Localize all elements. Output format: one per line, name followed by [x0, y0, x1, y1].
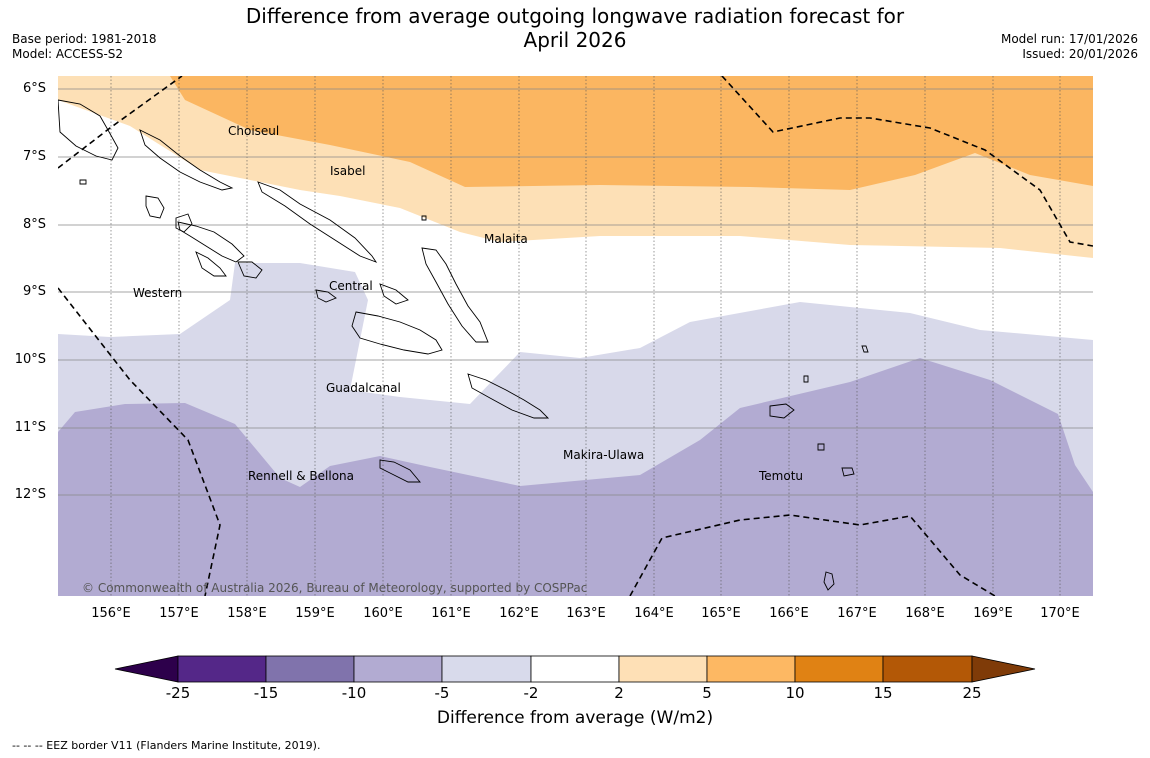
x-tick-157e: 157°E — [159, 606, 199, 621]
x-tick-168e: 168°E — [905, 606, 945, 621]
island-small-2 — [421, 215, 427, 221]
contour-purple-mid — [58, 358, 1093, 596]
island-small-3 — [803, 375, 809, 383]
base-period: Base period: 1981-2018 — [12, 32, 157, 46]
y-tick-12s: 12°S — [14, 487, 46, 502]
colorbar-tick-25: 25 — [962, 684, 982, 702]
colorbar-seg-4 — [441, 655, 532, 683]
colorbar-seg-6 — [618, 655, 708, 683]
x-tick-165e: 165°E — [701, 606, 741, 621]
x-tick-164e: 164°E — [634, 606, 674, 621]
colorbar-seg-7 — [706, 655, 796, 683]
island-small-1 — [79, 179, 87, 185]
model-name: Model: ACCESS-S2 — [12, 47, 124, 61]
label-isabel: Isabel — [330, 164, 365, 178]
colorbar-tick-m10: -10 — [341, 684, 367, 702]
region-labels: Choiseul Isabel Malaita Western Central … — [133, 124, 803, 483]
island-vangunu — [237, 261, 263, 279]
label-central: Central — [329, 279, 373, 293]
x-tick-166e: 166°E — [769, 606, 809, 621]
island-guadalcanal — [351, 311, 443, 355]
y-tick-8s: 8°S — [22, 217, 46, 232]
meta-left: Base period: 1981-2018 Model: ACCESS-S2 — [12, 32, 157, 62]
island-vella — [145, 195, 165, 219]
island-choiseul — [139, 129, 234, 191]
x-tick-158e: 158°E — [227, 606, 267, 621]
island-isabel — [257, 181, 378, 263]
coastlines — [58, 99, 869, 591]
label-rennell: Rennell & Bellona — [248, 469, 354, 483]
colorbar-extend-high — [971, 655, 1036, 683]
y-tick-9s: 9°S — [22, 284, 46, 299]
y-tick-11s: 11°S — [14, 420, 46, 435]
colorbar — [114, 655, 1036, 683]
eez-borders — [58, 76, 1093, 596]
copyright-text: © Commonwealth of Australia 2026, Bureau… — [82, 581, 587, 595]
island-makira — [467, 373, 550, 419]
grid-lines — [110, 76, 1061, 596]
colorbar-seg-2 — [265, 655, 355, 683]
colorbar-seg-1 — [177, 655, 267, 683]
x-tick-160e: 160°E — [363, 606, 403, 621]
y-tick-7s: 7°S — [22, 149, 46, 164]
footer-note: -- -- -- EEZ border V11 (Flanders Marine… — [12, 739, 321, 752]
island-vanikoro — [841, 467, 855, 477]
island-bougainville — [58, 99, 119, 161]
x-tick-169e: 169°E — [973, 606, 1013, 621]
island-russell — [379, 283, 409, 305]
title-line-2: April 2026 — [523, 28, 627, 52]
x-tick-161e: 161°E — [431, 606, 471, 621]
island-rennell — [379, 459, 421, 483]
map-title: Difference from average outgoing longwav… — [0, 4, 1150, 52]
island-santa-cruz — [769, 403, 795, 419]
y-tick-6s: 6°S — [22, 81, 46, 96]
label-makira: Makira-Ulawa — [563, 448, 644, 462]
island-small-4 — [861, 345, 869, 353]
x-tick-159e: 159°E — [295, 606, 335, 621]
colorbar-tick-15: 15 — [873, 684, 893, 702]
island-new-georgia — [177, 221, 245, 263]
colorbar-label: Difference from average (W/m2) — [436, 708, 714, 728]
island-malaita — [421, 247, 489, 343]
x-tick-167e: 167°E — [837, 606, 877, 621]
meta-right: Model run: 17/01/2026 Issued: 20/01/2026 — [1001, 32, 1138, 62]
colorbar-seg-8 — [794, 655, 884, 683]
island-utupua — [817, 443, 825, 451]
colorbar-extend-low — [114, 655, 179, 683]
colorbar-tick-m2: -2 — [523, 684, 539, 702]
island-rendova — [195, 251, 227, 277]
colorbar-seg-5 — [530, 655, 620, 683]
label-guadalcanal: Guadalcanal — [326, 381, 401, 395]
island-kolombangara — [175, 213, 193, 233]
x-tick-156e: 156°E — [91, 606, 131, 621]
colorbar-tick-10: 10 — [785, 684, 805, 702]
x-tick-163e: 163°E — [566, 606, 606, 621]
label-temotu: Temotu — [758, 469, 803, 483]
colorbar-tick-m15: -15 — [253, 684, 279, 702]
island-florida — [315, 289, 337, 303]
island-tikopia — [823, 571, 835, 591]
colorbar-seg-9 — [882, 655, 973, 683]
x-tick-162e: 162°E — [499, 606, 539, 621]
lat-lines — [58, 88, 1093, 496]
y-tick-10s: 10°S — [14, 352, 46, 367]
contour-orange-mid — [170, 76, 1093, 190]
map-plot-area: Choiseul Isabel Malaita Western Central … — [58, 76, 1093, 596]
label-western: Western — [133, 286, 182, 300]
colorbar-tick-m5: -5 — [434, 684, 450, 702]
label-choiseul: Choiseul — [228, 124, 279, 138]
issued-date: Issued: 20/01/2026 — [1022, 47, 1138, 61]
x-tick-170e: 170°E — [1040, 606, 1080, 621]
colorbar-tick-2: 2 — [614, 684, 624, 702]
title-line-1: Difference from average outgoing longwav… — [245, 4, 905, 28]
colorbar-tick-5: 5 — [702, 684, 712, 702]
colorbar-tick-m25: -25 — [165, 684, 191, 702]
colorbar-seg-3 — [353, 655, 443, 683]
label-malaita: Malaita — [484, 232, 528, 246]
model-run: Model run: 17/01/2026 — [1000, 32, 1138, 46]
